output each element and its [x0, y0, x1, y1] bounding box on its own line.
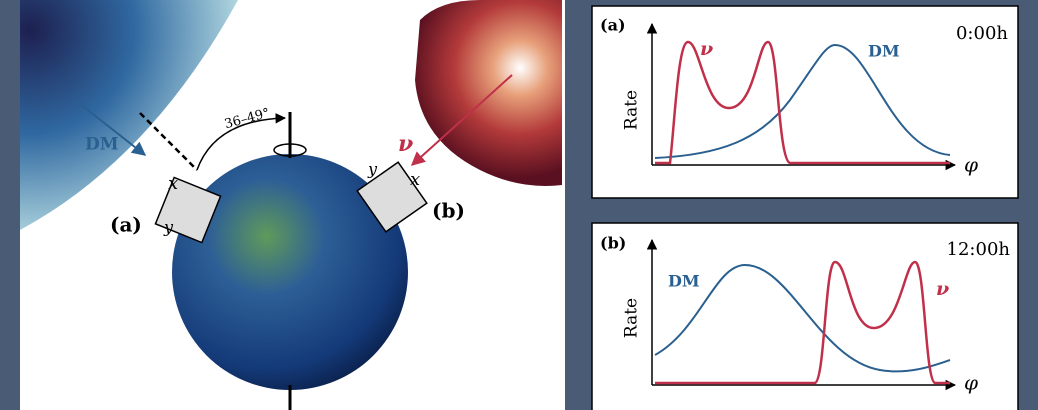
y-axis-label: Rate: [622, 90, 642, 130]
nu-label: ν: [398, 131, 413, 157]
time-label: 0:00h: [956, 23, 1008, 44]
dm-label: DM: [85, 135, 119, 155]
time-label: 12:00h: [947, 239, 1011, 260]
detector-label: (a): [110, 213, 142, 237]
nu-label: ν: [700, 38, 713, 60]
dm-label: DM: [868, 42, 900, 61]
panel-a: (a) 0:00h Rate φ DM ν: [592, 6, 1018, 198]
detector-axis: x: [168, 173, 178, 194]
detector-axis: y: [163, 218, 174, 237]
detector-label: (b): [432, 199, 465, 223]
panel-frame: [592, 6, 1018, 198]
panel-b: (b) 12:00h Rate φ DM ν: [592, 223, 1018, 410]
page: {"left": {"dm_label": "DM", "angle": "36…: [0, 0, 1038, 410]
panel-label: (a): [600, 16, 626, 35]
detector-axis: y: [367, 160, 378, 179]
nu-label: ν: [936, 278, 949, 300]
dm-label: DM: [668, 272, 700, 291]
figure: DM ν 36–49° x y (a) y x (b) (a) 0:00h Ra…: [0, 0, 1038, 410]
y-axis-label: Rate: [622, 298, 642, 338]
x-axis-label: φ: [964, 153, 978, 177]
detector-axis: x: [410, 169, 420, 190]
x-axis-label: φ: [964, 371, 978, 395]
panel-label: (b): [600, 234, 626, 253]
